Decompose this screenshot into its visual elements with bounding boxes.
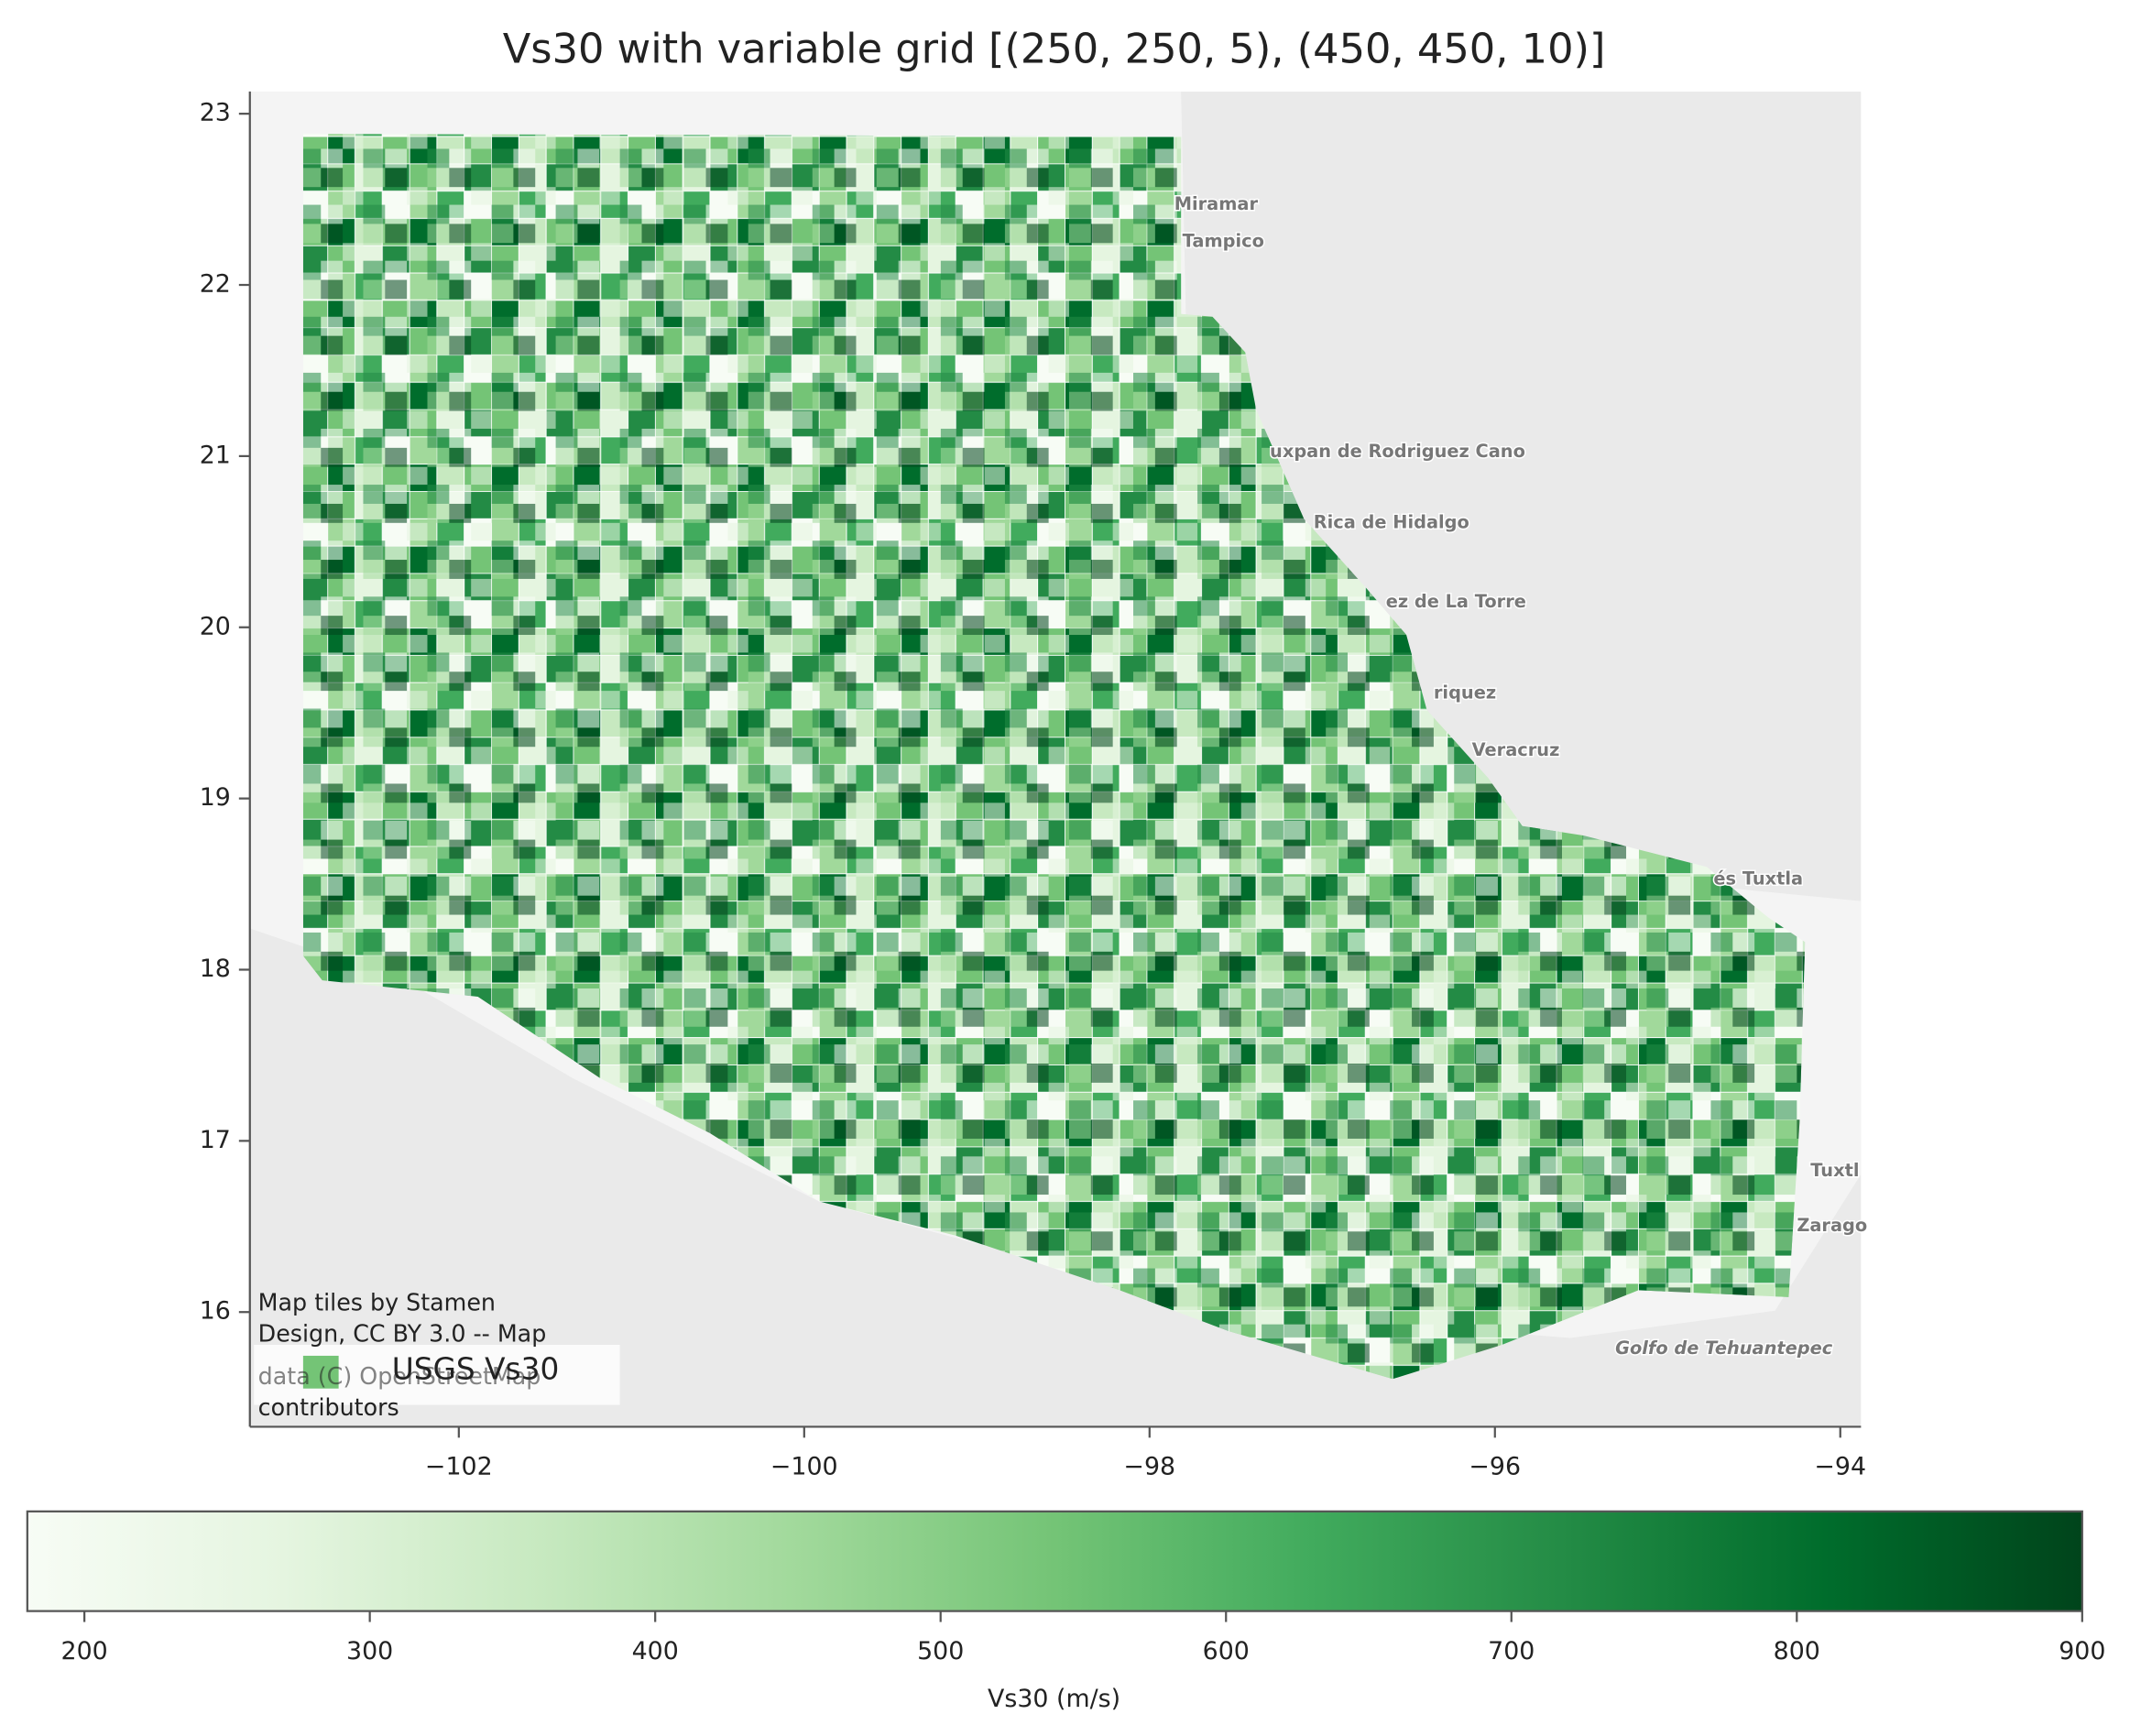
legend-label: USGS Vs30 [392, 1351, 560, 1386]
y-tick-label: 20 [200, 612, 231, 640]
map-label: riquez [1434, 682, 1496, 704]
attribution-line: data (C) OpenStreetMap [258, 1362, 541, 1390]
basemap [249, 91, 1862, 1427]
attribution-line: Map tiles by Stamen [258, 1288, 496, 1316]
x-tick-label: −102 [425, 1453, 493, 1481]
chart-title: Vs30 with variable grid [(250, 250, 5), … [503, 25, 1606, 73]
map-label: Golfo de Tehuantepec [1615, 1337, 1833, 1359]
map-label: Zarago [1797, 1215, 1867, 1236]
map-labels: Miramar Tampico uxpan de Rodriguez Cano … [1173, 192, 1868, 1360]
colorbar-tick-label: 900 [2059, 1637, 2105, 1665]
y-tick-label: 17 [200, 1126, 231, 1154]
legend-swatch [302, 1355, 339, 1389]
map-label: uxpan de Rodriguez Cano [1270, 441, 1525, 462]
map-label: Miramar [1174, 193, 1259, 214]
y-tick-label: 19 [200, 783, 231, 812]
x-tick-label: −98 [1123, 1453, 1175, 1481]
map-label: és Tuxtla [1713, 868, 1803, 889]
attribution-line: contributors [258, 1393, 399, 1421]
colorbar-tick-label: 600 [1203, 1637, 1250, 1665]
colorbar [26, 1510, 2083, 1612]
x-tick-label: −96 [1469, 1453, 1521, 1481]
map-label: ez de La Torre [1386, 591, 1526, 612]
map-label: Rica de Hidalgo [1314, 511, 1469, 532]
y-tick-label: 21 [200, 441, 231, 469]
colorbar-tick-label: 200 [61, 1637, 108, 1665]
colorbar-tick-label: 300 [346, 1637, 393, 1665]
y-tick-label: 23 [200, 99, 231, 127]
x-tick-label: −100 [770, 1453, 838, 1481]
attribution: Map tiles by Stamen Design, CC BY 3.0 --… [258, 1288, 547, 1421]
y-tick-label: 22 [200, 270, 231, 299]
attribution-line: Design, CC BY 3.0 -- Map [258, 1320, 547, 1348]
y-tick-label: 16 [200, 1297, 231, 1326]
colorbar-tick-label: 500 [917, 1637, 964, 1665]
legend: USGS Vs30 [254, 1345, 620, 1405]
colorbar-tick-label: 400 [632, 1637, 679, 1665]
colorbar-tick-label: 700 [1488, 1637, 1535, 1665]
x-tick-label: −94 [1814, 1453, 1866, 1481]
map-label: Tuxtl [1810, 1160, 1859, 1181]
colorbar-label: Vs30 (m/s) [988, 1685, 1120, 1713]
map-label: Tampico [1183, 230, 1264, 251]
colorbar-tick-label: 800 [1774, 1637, 1820, 1665]
map-label: Veracruz [1472, 739, 1560, 760]
y-tick-label: 18 [200, 955, 231, 983]
